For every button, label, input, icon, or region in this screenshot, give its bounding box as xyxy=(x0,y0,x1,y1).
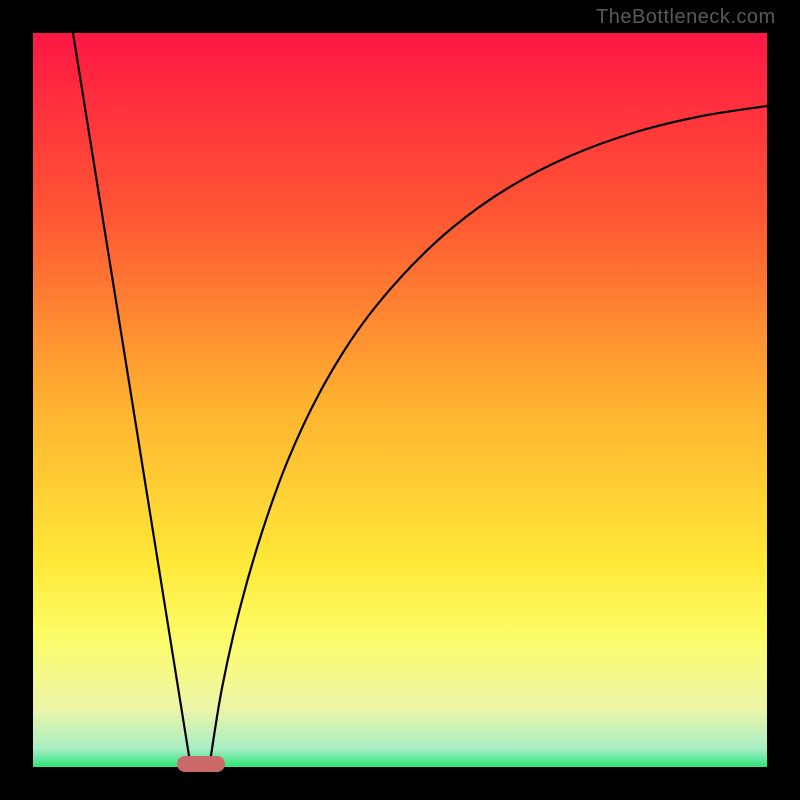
chart-curves xyxy=(0,0,800,800)
optimal-point-marker xyxy=(177,756,225,772)
watermark-text: TheBottleneck.com xyxy=(596,6,776,29)
bottleneck-chart: TheBottleneck.com xyxy=(0,0,800,800)
